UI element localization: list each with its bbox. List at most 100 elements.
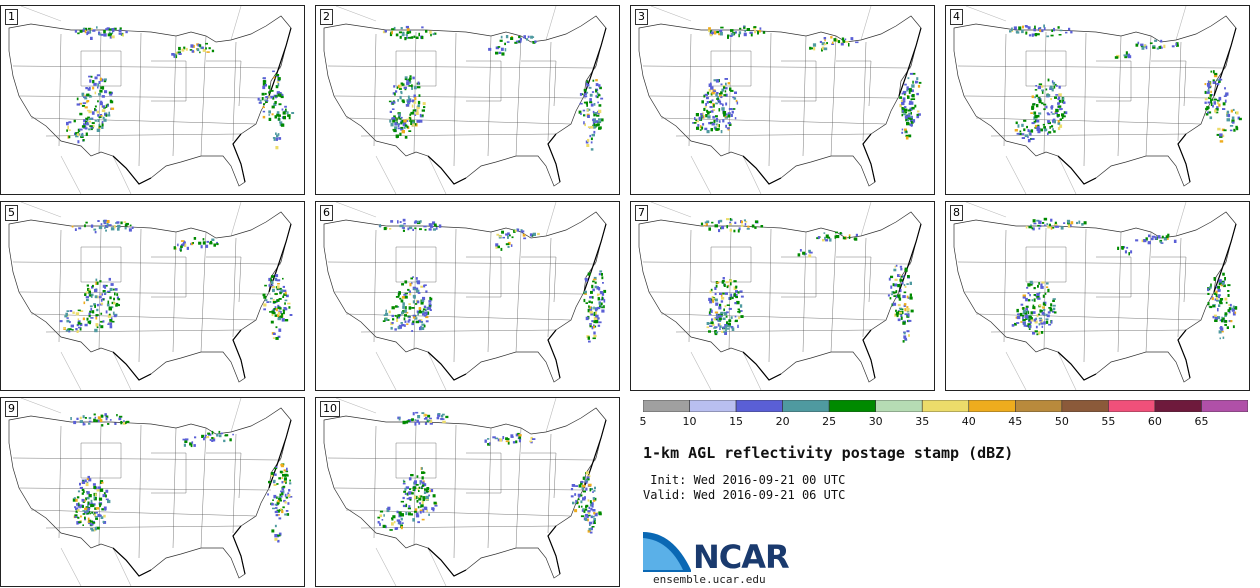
reflectivity-cell: [505, 243, 510, 246]
reflectivity-cell: [711, 323, 715, 326]
reflectivity-cell: [98, 116, 102, 119]
reflectivity-cell: [601, 276, 604, 280]
state-boundary: [1145, 35, 1152, 157]
reflectivity-cell: [90, 523, 94, 526]
reflectivity-cell: [416, 419, 419, 423]
reflectivity-cell: [588, 521, 593, 525]
reflectivity-cell: [411, 307, 415, 309]
reflectivity-cell: [109, 296, 112, 300]
reflectivity-cell: [916, 113, 919, 116]
reflectivity-cell: [406, 420, 410, 423]
reflectivity-cell: [59, 320, 63, 323]
reflectivity-cell: [589, 309, 592, 311]
reflectivity-cell: [504, 48, 507, 52]
colorbar-tick-label: 65: [1194, 415, 1209, 428]
reflectivity-cell: [1237, 116, 1240, 120]
reflectivity-cell: [706, 91, 710, 95]
reflectivity-cell: [75, 510, 78, 513]
reflectivity-cell: [93, 485, 97, 489]
ensemble-member-panel: 5: [0, 201, 305, 391]
reflectivity-cell: [1027, 138, 1031, 143]
reflectivity-cell: [417, 104, 420, 108]
reflectivity-cell: [424, 311, 428, 315]
state-boundary: [1083, 32, 1087, 167]
reflectivity-cell: [1217, 308, 1219, 312]
reflectivity-cell: [505, 233, 509, 236]
reflectivity-cell: [514, 41, 518, 44]
reflectivity-cell: [403, 222, 406, 225]
reflectivity-cell: [285, 470, 289, 473]
reflectivity-cell: [902, 275, 905, 278]
reflectivity-cell: [720, 300, 724, 303]
reflectivity-cell: [1206, 91, 1210, 94]
reflectivity-cell: [1025, 31, 1028, 35]
reflectivity-cell: [82, 139, 85, 142]
reflectivity-cell: [603, 289, 607, 293]
reflectivity-cell: [103, 293, 107, 295]
reflectivity-cell: [895, 312, 900, 315]
reflectivity-cell: [271, 105, 275, 109]
reflectivity-cell: [718, 306, 722, 310]
reflectivity-cell: [275, 507, 278, 509]
reflectivity-cell: [404, 324, 406, 327]
reflectivity-cell: [419, 510, 422, 514]
reflectivity-cell: [1226, 326, 1229, 329]
reflectivity-cell: [1228, 307, 1232, 311]
reflectivity-cell: [531, 36, 535, 38]
reflectivity-cell: [802, 251, 806, 255]
reflectivity-cell: [704, 127, 708, 131]
reflectivity-cell: [588, 305, 590, 308]
state-boundary: [521, 60, 557, 107]
reflectivity-cell: [1029, 321, 1032, 324]
reflectivity-cell: [97, 119, 100, 123]
reflectivity-cell: [79, 486, 83, 489]
reflectivity-cell: [101, 481, 104, 484]
reflectivity-cell: [182, 241, 186, 244]
reflectivity-cell: [1218, 281, 1222, 286]
reflectivity-cell: [723, 330, 725, 333]
reflectivity-cell: [85, 291, 90, 294]
reflectivity-cell: [585, 278, 588, 282]
reflectivity-cell: [213, 243, 216, 247]
reflectivity-cell: [85, 132, 88, 136]
reflectivity-cell: [1011, 324, 1015, 327]
reflectivity-cell: [1076, 221, 1078, 225]
reflectivity-cell: [413, 94, 416, 98]
reflectivity-cell: [1124, 250, 1127, 254]
reflectivity-cell: [1009, 30, 1012, 33]
reflectivity-cell: [94, 288, 98, 293]
reflectivity-cell: [88, 519, 92, 523]
reflectivity-cell: [282, 506, 285, 509]
reflectivity-cell: [725, 327, 727, 330]
reflectivity-cell: [275, 326, 278, 329]
reflectivity-cell: [1156, 47, 1160, 50]
reflectivity-cell: [587, 510, 591, 513]
reflectivity-cell: [1031, 122, 1035, 125]
reflectivity-cell: [268, 110, 271, 114]
ncar-logo-swoosh-light: [643, 538, 683, 570]
reflectivity-cell: [844, 38, 847, 41]
reflectivity-cell: [1130, 250, 1133, 254]
reflectivity-cell: [272, 499, 274, 501]
reflectivity-cell: [719, 29, 723, 33]
reflectivity-cell: [733, 293, 736, 297]
reflectivity-cell: [405, 486, 410, 489]
reflectivity-cell: [578, 110, 582, 114]
reflectivity-cell: [409, 283, 412, 287]
reflectivity-cell: [730, 326, 734, 329]
reflectivity-cell: [264, 92, 267, 95]
reflectivity-cell: [278, 137, 282, 140]
coastline: [1057, 27, 1237, 185]
reflectivity-cell: [902, 90, 907, 94]
reflectivity-cell: [1062, 97, 1065, 100]
reflectivity-cell: [889, 297, 892, 300]
reflectivity-cell: [1114, 56, 1119, 59]
reflectivity-cell: [385, 525, 387, 529]
reflectivity-cell: [404, 78, 408, 81]
member-number: 5: [5, 205, 18, 221]
coastline: [112, 27, 292, 185]
reflectivity-cell: [591, 326, 594, 330]
reflectivity-cell: [1051, 29, 1053, 32]
member-number: 3: [635, 9, 648, 25]
reflectivity-cell: [277, 335, 281, 338]
